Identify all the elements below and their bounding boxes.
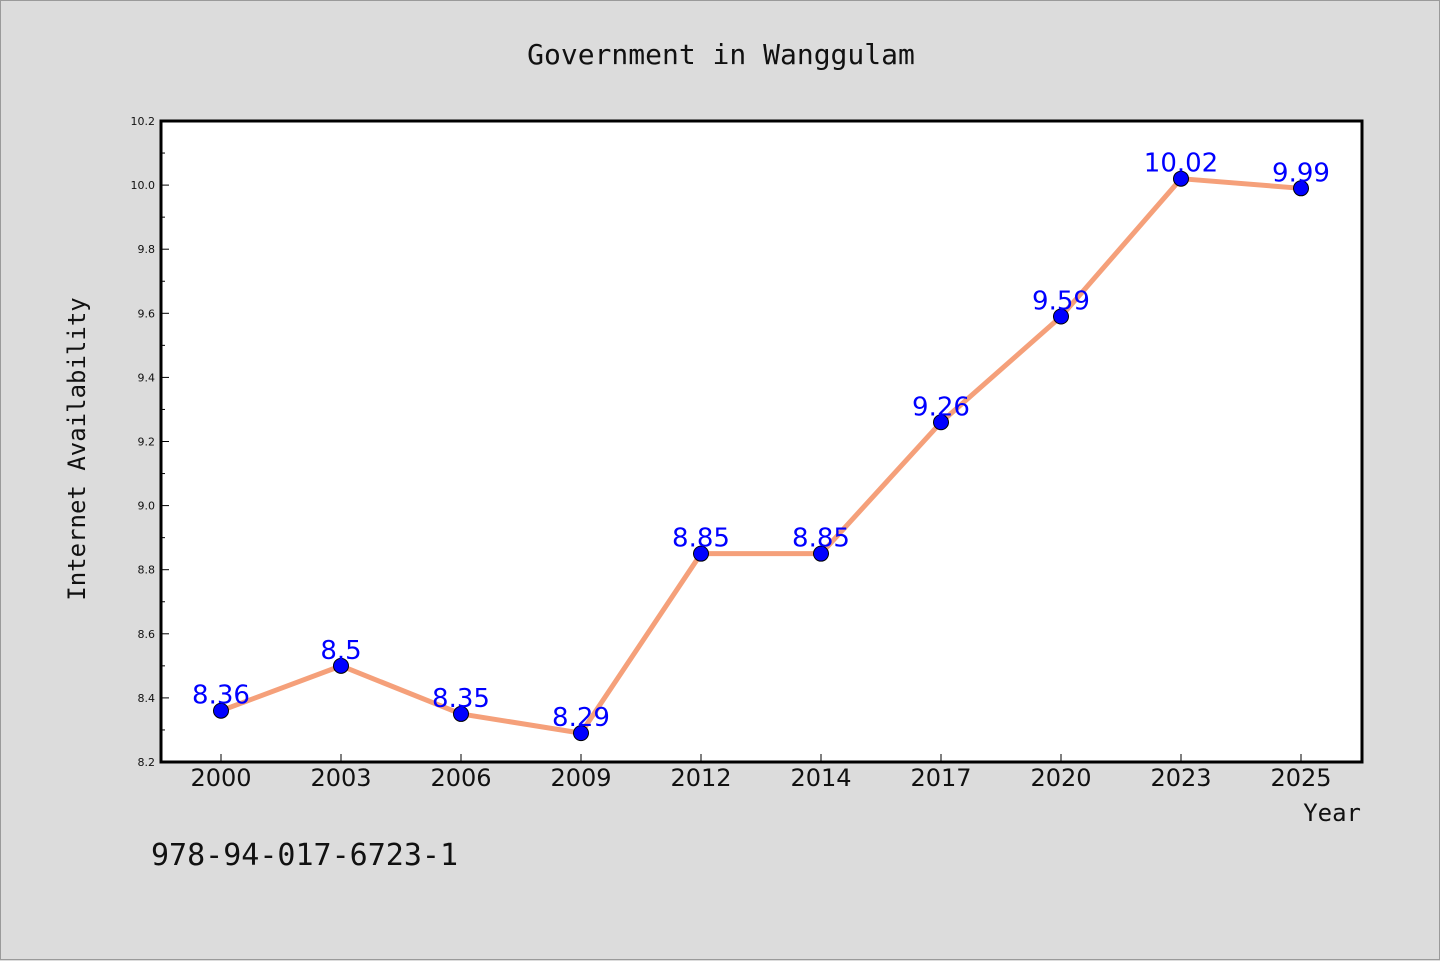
y-tick-label: 9.8: [138, 243, 156, 256]
y-tick-label: 8.6: [138, 628, 156, 641]
data-point-marker: [1293, 180, 1309, 197]
series-line: [213, 170, 1309, 742]
y-axis: 8.2 8.4 8.6 8.8 9.0 9.2 9.4 9.6 9.8 10.0 10.2: [131, 115, 169, 769]
data-labels: 8.36 8.5 8.35 8.29 8.85 8.85 9.26 9.59 10.02 9.99: [192, 149, 1330, 733]
x-axis: 2000 2003 2006 2009 2012 2014 2017 2020 2023 2025: [190, 754, 1332, 792]
data-label: 8.35: [432, 684, 490, 714]
plot-border: [159, 119, 1364, 764]
data-point-marker: [1173, 170, 1189, 187]
x-tick-label: 2012: [670, 764, 731, 792]
y-tick-label: 9.6: [138, 307, 156, 320]
data-label: 8.5: [320, 636, 361, 666]
data-label: 10.02: [1144, 149, 1218, 179]
y-axis-label: Internet Availability: [63, 297, 91, 600]
y-tick-label: 8.2: [138, 756, 156, 769]
x-tick-label: 2000: [190, 764, 251, 792]
y-tick-label: 8.8: [138, 564, 156, 577]
data-label: 9.26: [912, 392, 970, 422]
y-tick-label: 9.0: [138, 500, 156, 513]
y-tick-label: 9.4: [138, 371, 156, 384]
y-tick-label: 8.4: [138, 692, 156, 705]
data-point-marker: [213, 702, 229, 719]
y-tick-label: 10.0: [131, 179, 156, 192]
x-tick-label: 2025: [1270, 764, 1331, 792]
data-label: 8.36: [192, 681, 250, 711]
y-tick-label: 10.2: [131, 115, 156, 128]
data-point-marker: [933, 414, 949, 431]
x-tick-label: 2020: [1030, 764, 1091, 792]
data-point-marker: [573, 725, 589, 742]
x-tick-label: 2006: [430, 764, 491, 792]
data-label: 9.99: [1272, 158, 1330, 188]
data-point-marker: [333, 657, 349, 674]
data-point-marker: [813, 545, 829, 562]
x-axis-label: Year: [1303, 799, 1361, 827]
footer-identifier: 978-94-017-6723-1: [151, 838, 458, 873]
data-label: 9.59: [1032, 287, 1090, 317]
data-point-marker: [1053, 308, 1069, 325]
chart-title: Government in Wanggulam: [527, 38, 915, 71]
x-tick-label: 2009: [550, 764, 611, 792]
data-label: 8.29: [552, 703, 610, 733]
data-label: 8.85: [792, 524, 850, 554]
x-tick-label: 2023: [1150, 764, 1211, 792]
y-tick-label: 9.2: [138, 436, 156, 449]
x-tick-label: 2017: [910, 764, 971, 792]
x-tick-label: 2014: [790, 764, 851, 792]
x-tick-label: 2003: [310, 764, 371, 792]
plot-area: [161, 121, 1362, 762]
series-polyline: [220, 176, 1302, 736]
data-point-marker: [693, 545, 709, 562]
data-point-marker: [453, 705, 469, 722]
data-label: 8.85: [672, 524, 730, 554]
